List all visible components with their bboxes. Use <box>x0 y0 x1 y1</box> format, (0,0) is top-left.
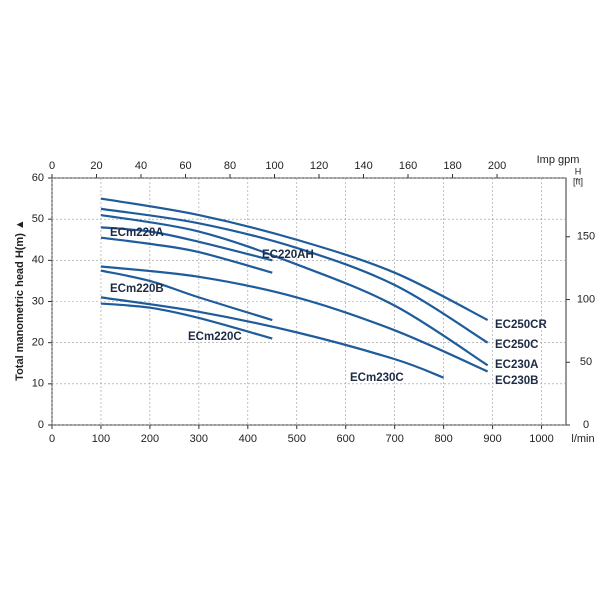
x2-tick-label: 120 <box>310 160 328 172</box>
x-tick-label: 1000 <box>529 433 553 445</box>
y2-tick-label: 0 <box>583 419 589 431</box>
y2-tick-label: 50 <box>580 356 592 368</box>
y-tick-label: 10 <box>32 378 44 390</box>
x2-tick-label: 0 <box>49 160 55 172</box>
x-tick-label: 0 <box>49 433 55 445</box>
x2-tick-label: 180 <box>443 160 461 172</box>
x-tick-label: 600 <box>337 433 355 445</box>
x2-tick-label: 40 <box>135 160 147 172</box>
x2-tick-label: 20 <box>90 160 102 172</box>
x-tick-label: 900 <box>483 433 501 445</box>
y2-axis-title: H <box>575 166 582 176</box>
y-tick-label: 60 <box>32 172 44 184</box>
y2-tick-label: 150 <box>577 231 595 243</box>
y2-tick-label: 100 <box>577 293 595 305</box>
y-tick-label: 20 <box>32 337 44 349</box>
curve-label: ECm230C <box>350 372 404 384</box>
curve-label: EC250C <box>495 339 538 351</box>
x2-tick-label: 80 <box>224 160 236 172</box>
x-tick-label: 400 <box>239 433 257 445</box>
y-tick-label: 0 <box>38 419 44 431</box>
pump-curve <box>100 265 489 373</box>
x-tick-label: 200 <box>141 433 159 445</box>
curve-label: EC230B <box>495 375 538 387</box>
pump-curve <box>100 236 273 274</box>
y-tick-label: 30 <box>32 295 44 307</box>
pump-curve <box>100 213 489 367</box>
x2-tick-label: 140 <box>354 160 372 172</box>
y2-axis-unit: [ft] <box>573 176 583 186</box>
x2-tick-label: 100 <box>265 160 283 172</box>
pump-curve <box>100 226 273 262</box>
x2-axis-title: Imp gpm <box>537 154 580 166</box>
pump-curve <box>100 296 445 379</box>
x-tick-label: 800 <box>434 433 452 445</box>
curve-label: EC220AH <box>262 249 314 261</box>
y-tick-label: 40 <box>32 254 44 266</box>
curve-label: ECm220C <box>188 331 242 343</box>
x-tick-label: 500 <box>288 433 306 445</box>
curve-label: EC230A <box>495 359 538 371</box>
curve-label: ECm220B <box>110 283 164 295</box>
x2-tick-label: 160 <box>399 160 417 172</box>
pump-curve <box>100 207 489 344</box>
x-tick-label: 300 <box>190 433 208 445</box>
y-tick-label: 50 <box>32 213 44 225</box>
x-axis-title: l/min <box>571 433 594 445</box>
x-tick-label: 700 <box>385 433 403 445</box>
x2-tick-label: 60 <box>179 160 191 172</box>
curve-label: ECm220A <box>110 227 164 239</box>
pump-curve <box>100 197 489 322</box>
curve-label: EC250CR <box>495 319 547 331</box>
x2-tick-label: 200 <box>488 160 506 172</box>
pump-curve <box>100 269 273 322</box>
x-tick-label: 100 <box>92 433 110 445</box>
y-axis-title: Total manometric head H(m) ▲ <box>14 219 26 381</box>
pump-curve <box>100 302 273 340</box>
